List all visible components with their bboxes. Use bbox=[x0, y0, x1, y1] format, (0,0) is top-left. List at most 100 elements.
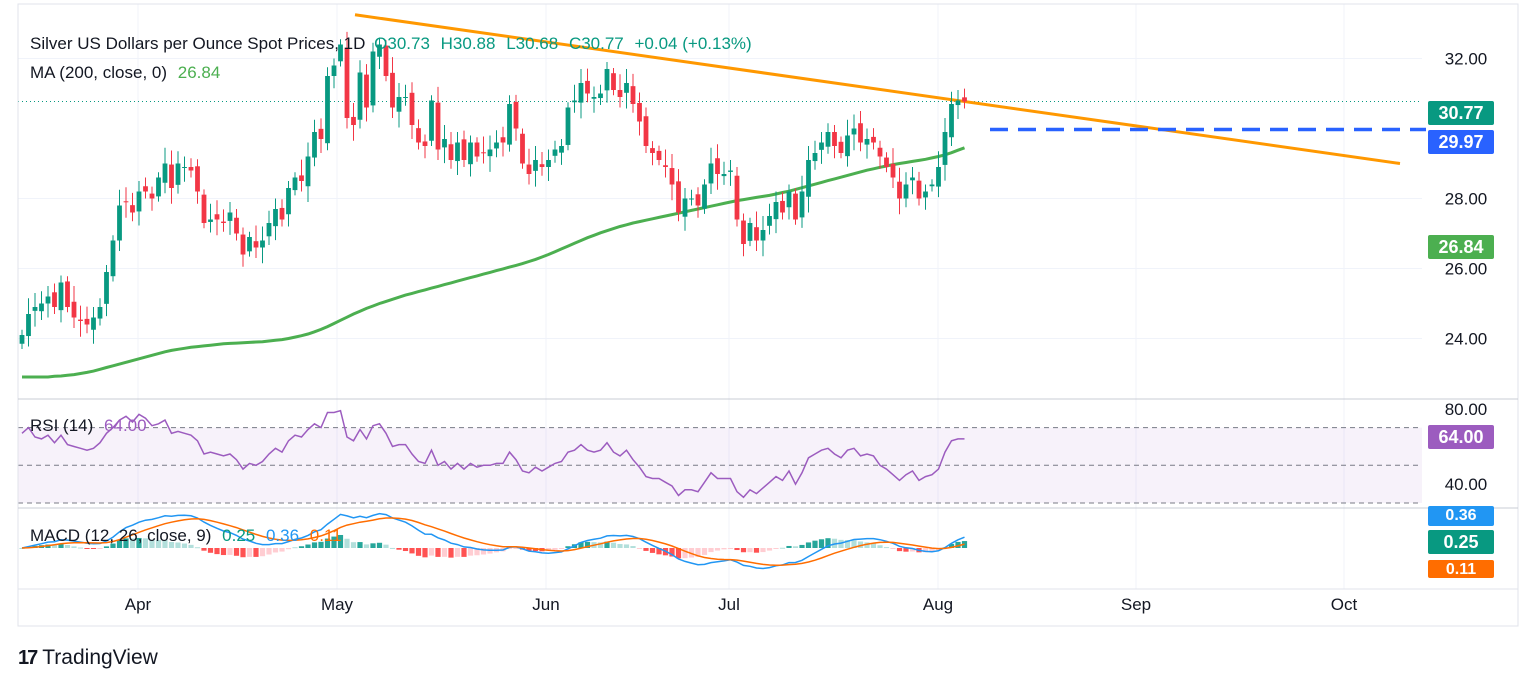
macd-histogram-bar bbox=[890, 548, 896, 549]
macd-hist-value: 0.11 bbox=[309, 526, 342, 545]
candle-body bbox=[208, 219, 213, 222]
macd-histogram-bar bbox=[597, 542, 604, 548]
macd-histogram-bar bbox=[350, 542, 357, 548]
candle-body bbox=[929, 184, 935, 187]
candle-body bbox=[838, 141, 844, 153]
candle-body bbox=[611, 73, 616, 90]
ohlc-change: +0.04 (+0.13%) bbox=[634, 34, 752, 53]
macd-histogram-bar bbox=[149, 539, 155, 548]
candle bbox=[695, 187, 701, 218]
candle bbox=[39, 291, 44, 320]
macd-histogram-bar bbox=[682, 548, 688, 559]
candle bbox=[240, 227, 246, 267]
candle-body bbox=[143, 186, 148, 192]
macd-histogram-bar bbox=[422, 548, 428, 558]
macd-histogram-bar bbox=[714, 548, 721, 551]
macd-histogram-bar bbox=[721, 548, 727, 550]
macd-histogram-bar bbox=[766, 548, 773, 551]
descending-trendline bbox=[354, 13, 1401, 165]
candle-body bbox=[507, 104, 512, 145]
candle bbox=[136, 181, 142, 226]
macd-histogram-bar bbox=[246, 548, 253, 557]
macd-histogram-bar bbox=[825, 538, 831, 548]
macd-histogram-bar bbox=[220, 548, 227, 556]
macd-histogram-bar bbox=[162, 540, 168, 548]
candle bbox=[650, 141, 655, 166]
candle bbox=[715, 144, 720, 190]
candle bbox=[559, 139, 564, 165]
candle bbox=[117, 189, 122, 251]
candle bbox=[169, 150, 174, 204]
candle bbox=[266, 210, 272, 246]
x-tick-label: Sep bbox=[1121, 595, 1151, 614]
candle-body bbox=[585, 80, 590, 94]
candle-body bbox=[65, 281, 70, 307]
candle bbox=[669, 154, 675, 201]
candle-body bbox=[604, 69, 610, 91]
candle bbox=[825, 123, 831, 154]
candle bbox=[487, 135, 493, 172]
candle bbox=[461, 130, 467, 167]
macd-histogram-bar bbox=[565, 546, 571, 548]
candlestick-series bbox=[19, 31, 967, 349]
tradingview-logo[interactable]: 17 TradingView bbox=[18, 646, 158, 670]
candle-body bbox=[916, 180, 922, 199]
candle bbox=[214, 200, 220, 236]
candle bbox=[19, 329, 25, 349]
candle bbox=[58, 275, 64, 323]
candle bbox=[455, 132, 460, 176]
candle-body bbox=[819, 142, 824, 150]
candle-body bbox=[572, 100, 577, 103]
macd-histogram-bar bbox=[331, 536, 337, 548]
candle-body bbox=[539, 164, 545, 167]
candle-body bbox=[793, 193, 798, 220]
candle-body bbox=[910, 177, 915, 181]
candle-body bbox=[162, 163, 168, 183]
candle bbox=[65, 276, 70, 313]
macd-histogram-bar bbox=[64, 544, 71, 548]
candle-body bbox=[370, 51, 376, 106]
candle bbox=[403, 84, 408, 106]
ohlc-high: H30.88 bbox=[440, 34, 496, 53]
macd-histogram-bar bbox=[864, 542, 870, 548]
candle-body bbox=[32, 307, 38, 311]
candle-body bbox=[416, 128, 421, 143]
macd-histogram-bar bbox=[740, 548, 747, 553]
candle bbox=[201, 189, 207, 229]
candle bbox=[916, 171, 922, 206]
candle-body bbox=[279, 207, 285, 220]
candle bbox=[741, 213, 746, 257]
candle bbox=[344, 31, 350, 129]
macd-histogram-bar bbox=[480, 548, 487, 555]
macd-histogram-bar bbox=[922, 548, 929, 553]
candle-body bbox=[864, 139, 870, 145]
candle-body bbox=[253, 241, 259, 248]
candle-body bbox=[890, 163, 896, 178]
macd-histogram-bar bbox=[708, 548, 714, 553]
macd-histogram-bar bbox=[168, 541, 175, 548]
x-tick-label: Jul bbox=[718, 595, 740, 614]
macd-histogram-bar bbox=[292, 547, 298, 549]
candle-body bbox=[578, 83, 584, 103]
candle bbox=[422, 134, 428, 159]
candle-body bbox=[526, 164, 532, 174]
macd-histogram-bar bbox=[448, 548, 454, 558]
candle bbox=[370, 42, 376, 113]
candle-body bbox=[591, 97, 597, 99]
candle bbox=[819, 132, 824, 164]
chart-legend-title: Silver US Dollars per Ounce Spot Prices,… bbox=[30, 34, 752, 54]
candle-body bbox=[58, 282, 64, 311]
price-tick-label: 32.00 bbox=[1445, 50, 1488, 69]
candle-body bbox=[383, 45, 389, 76]
macd-histogram-bar bbox=[727, 548, 734, 549]
macd-histogram-bar bbox=[97, 548, 103, 549]
candle-body bbox=[786, 191, 792, 208]
macd-histogram-bar bbox=[838, 539, 844, 548]
candle-body bbox=[741, 220, 746, 244]
candle-body bbox=[650, 148, 655, 153]
candle-body bbox=[409, 92, 415, 125]
macd-histogram-bar bbox=[155, 539, 162, 548]
axes: Apr May Jun Jul Aug Sep Oct 32.00 28.00 26.00 24.0… bbox=[17, 3, 1519, 627]
candle bbox=[273, 198, 278, 241]
